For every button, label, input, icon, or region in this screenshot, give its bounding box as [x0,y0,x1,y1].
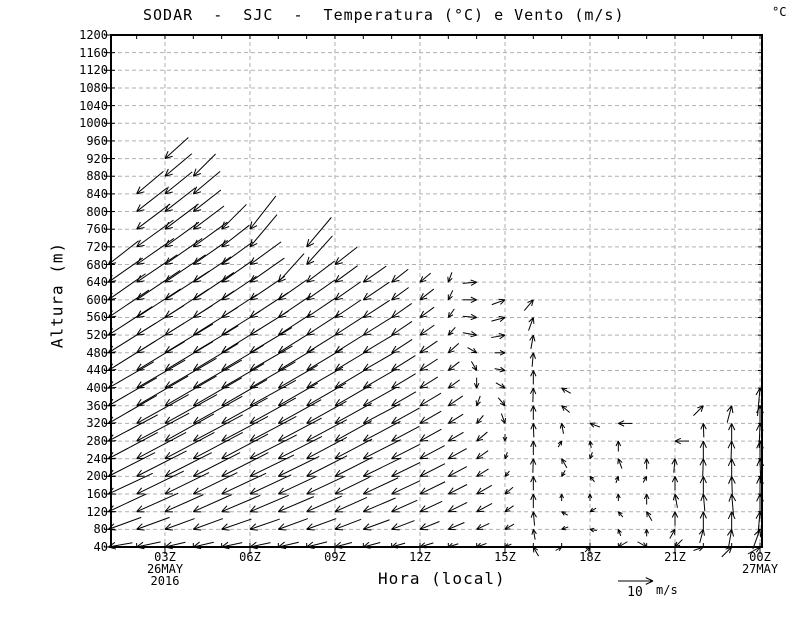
wind-column-03Z [164,137,218,550]
x-tick-label-09Z: 09Z [324,550,346,564]
y-tick-label-160: 160 [86,487,108,502]
y-tick-label-1120: 1120 [79,63,108,78]
wind-column-08Z [306,217,348,550]
wind-column-15Z [491,298,515,548]
wind-column-09Z [334,246,373,549]
y-tick-label-680: 680 [86,257,108,272]
y-tick-label-240: 240 [86,451,108,466]
y-tick-label-40: 40 [93,540,108,554]
y-tick-label-920: 920 [86,151,108,166]
wind-column-17Z [555,387,571,551]
start-year-label: 2016 [150,574,180,588]
x-tick-label-15Z: 15Z [494,550,516,564]
wind-column-12Z [419,272,446,549]
y-tick-label-800: 800 [86,204,108,219]
scale-arrow-unit: m/s [656,583,678,597]
y-tick-label-80: 80 [93,522,108,537]
y-tick-label-1000: 1000 [79,116,108,131]
wind-column-20Z [637,458,653,548]
y-tick-label-200: 200 [86,469,108,484]
start-date-label: 26MAY [146,562,184,576]
wind-column-02Z [136,171,190,550]
x-tick-label-00Z: 00Z [749,550,771,564]
y-tick-label-720: 720 [86,239,108,254]
wind-column-04Z [192,153,243,550]
wind-column-16Z [523,299,540,557]
chart-title: SODAR - SJC - Temperatura (°C) e Vento (… [143,6,625,24]
y-tick-label-1160: 1160 [79,45,108,60]
wind-column-10Z [362,265,402,549]
wind-column-22Z [693,405,708,552]
y-tick-label-440: 440 [86,363,108,378]
wind-column-21Z [669,437,689,548]
wind-column-01Z [107,240,158,550]
y-tick-label-400: 400 [86,381,108,396]
scale-arrow [618,577,654,585]
x-tick-label-12Z: 12Z [409,550,431,564]
scale-arrow-value: 10 [627,585,643,600]
axes-frame [104,34,763,554]
wind-column-23Z [721,405,737,558]
gridlines [111,35,762,547]
y-tick-label-1040: 1040 [79,98,108,113]
x-tick-label-03Z: 03Z [154,550,176,564]
x-tick-label-18Z: 18Z [579,550,601,564]
y-tick-label-760: 760 [86,222,108,237]
y-tick-label-600: 600 [86,292,108,307]
y-tick-label-520: 520 [86,328,108,343]
y-tick-label-840: 840 [86,186,108,201]
y-tick-label-960: 960 [86,133,108,148]
x-axis-label: Hora (local) [378,569,506,588]
wind-column-14Z [462,279,493,548]
end-date-label: 27MAY [741,562,779,576]
y-tick-label-640: 640 [86,275,108,290]
wind-column-00Z [747,387,765,555]
wind-column-07Z [277,253,323,550]
wind-column-13Z [447,272,468,549]
colorbar-unit-label: °C [772,5,787,19]
y-tick-label-1080: 1080 [79,80,108,95]
y-tick-label-320: 320 [86,416,108,431]
y-tick-label-1200: 1200 [79,28,108,42]
wind-arrows [107,137,765,558]
y-tick-label-120: 120 [86,504,108,519]
y-tick-label-880: 880 [86,169,108,184]
y-tick-label-280: 280 [86,434,108,449]
wind-column-19Z [614,420,633,548]
wind-column-06Z [249,195,297,550]
y-tick-label-560: 560 [86,310,108,325]
y-tick-label-480: 480 [86,345,108,360]
wind-column-11Z [391,268,421,549]
y-tick-label-360: 360 [86,398,108,413]
x-tick-label-06Z: 06Z [239,550,261,564]
wind-column-18Z [584,422,601,553]
x-tick-label-21Z: 21Z [664,550,686,564]
